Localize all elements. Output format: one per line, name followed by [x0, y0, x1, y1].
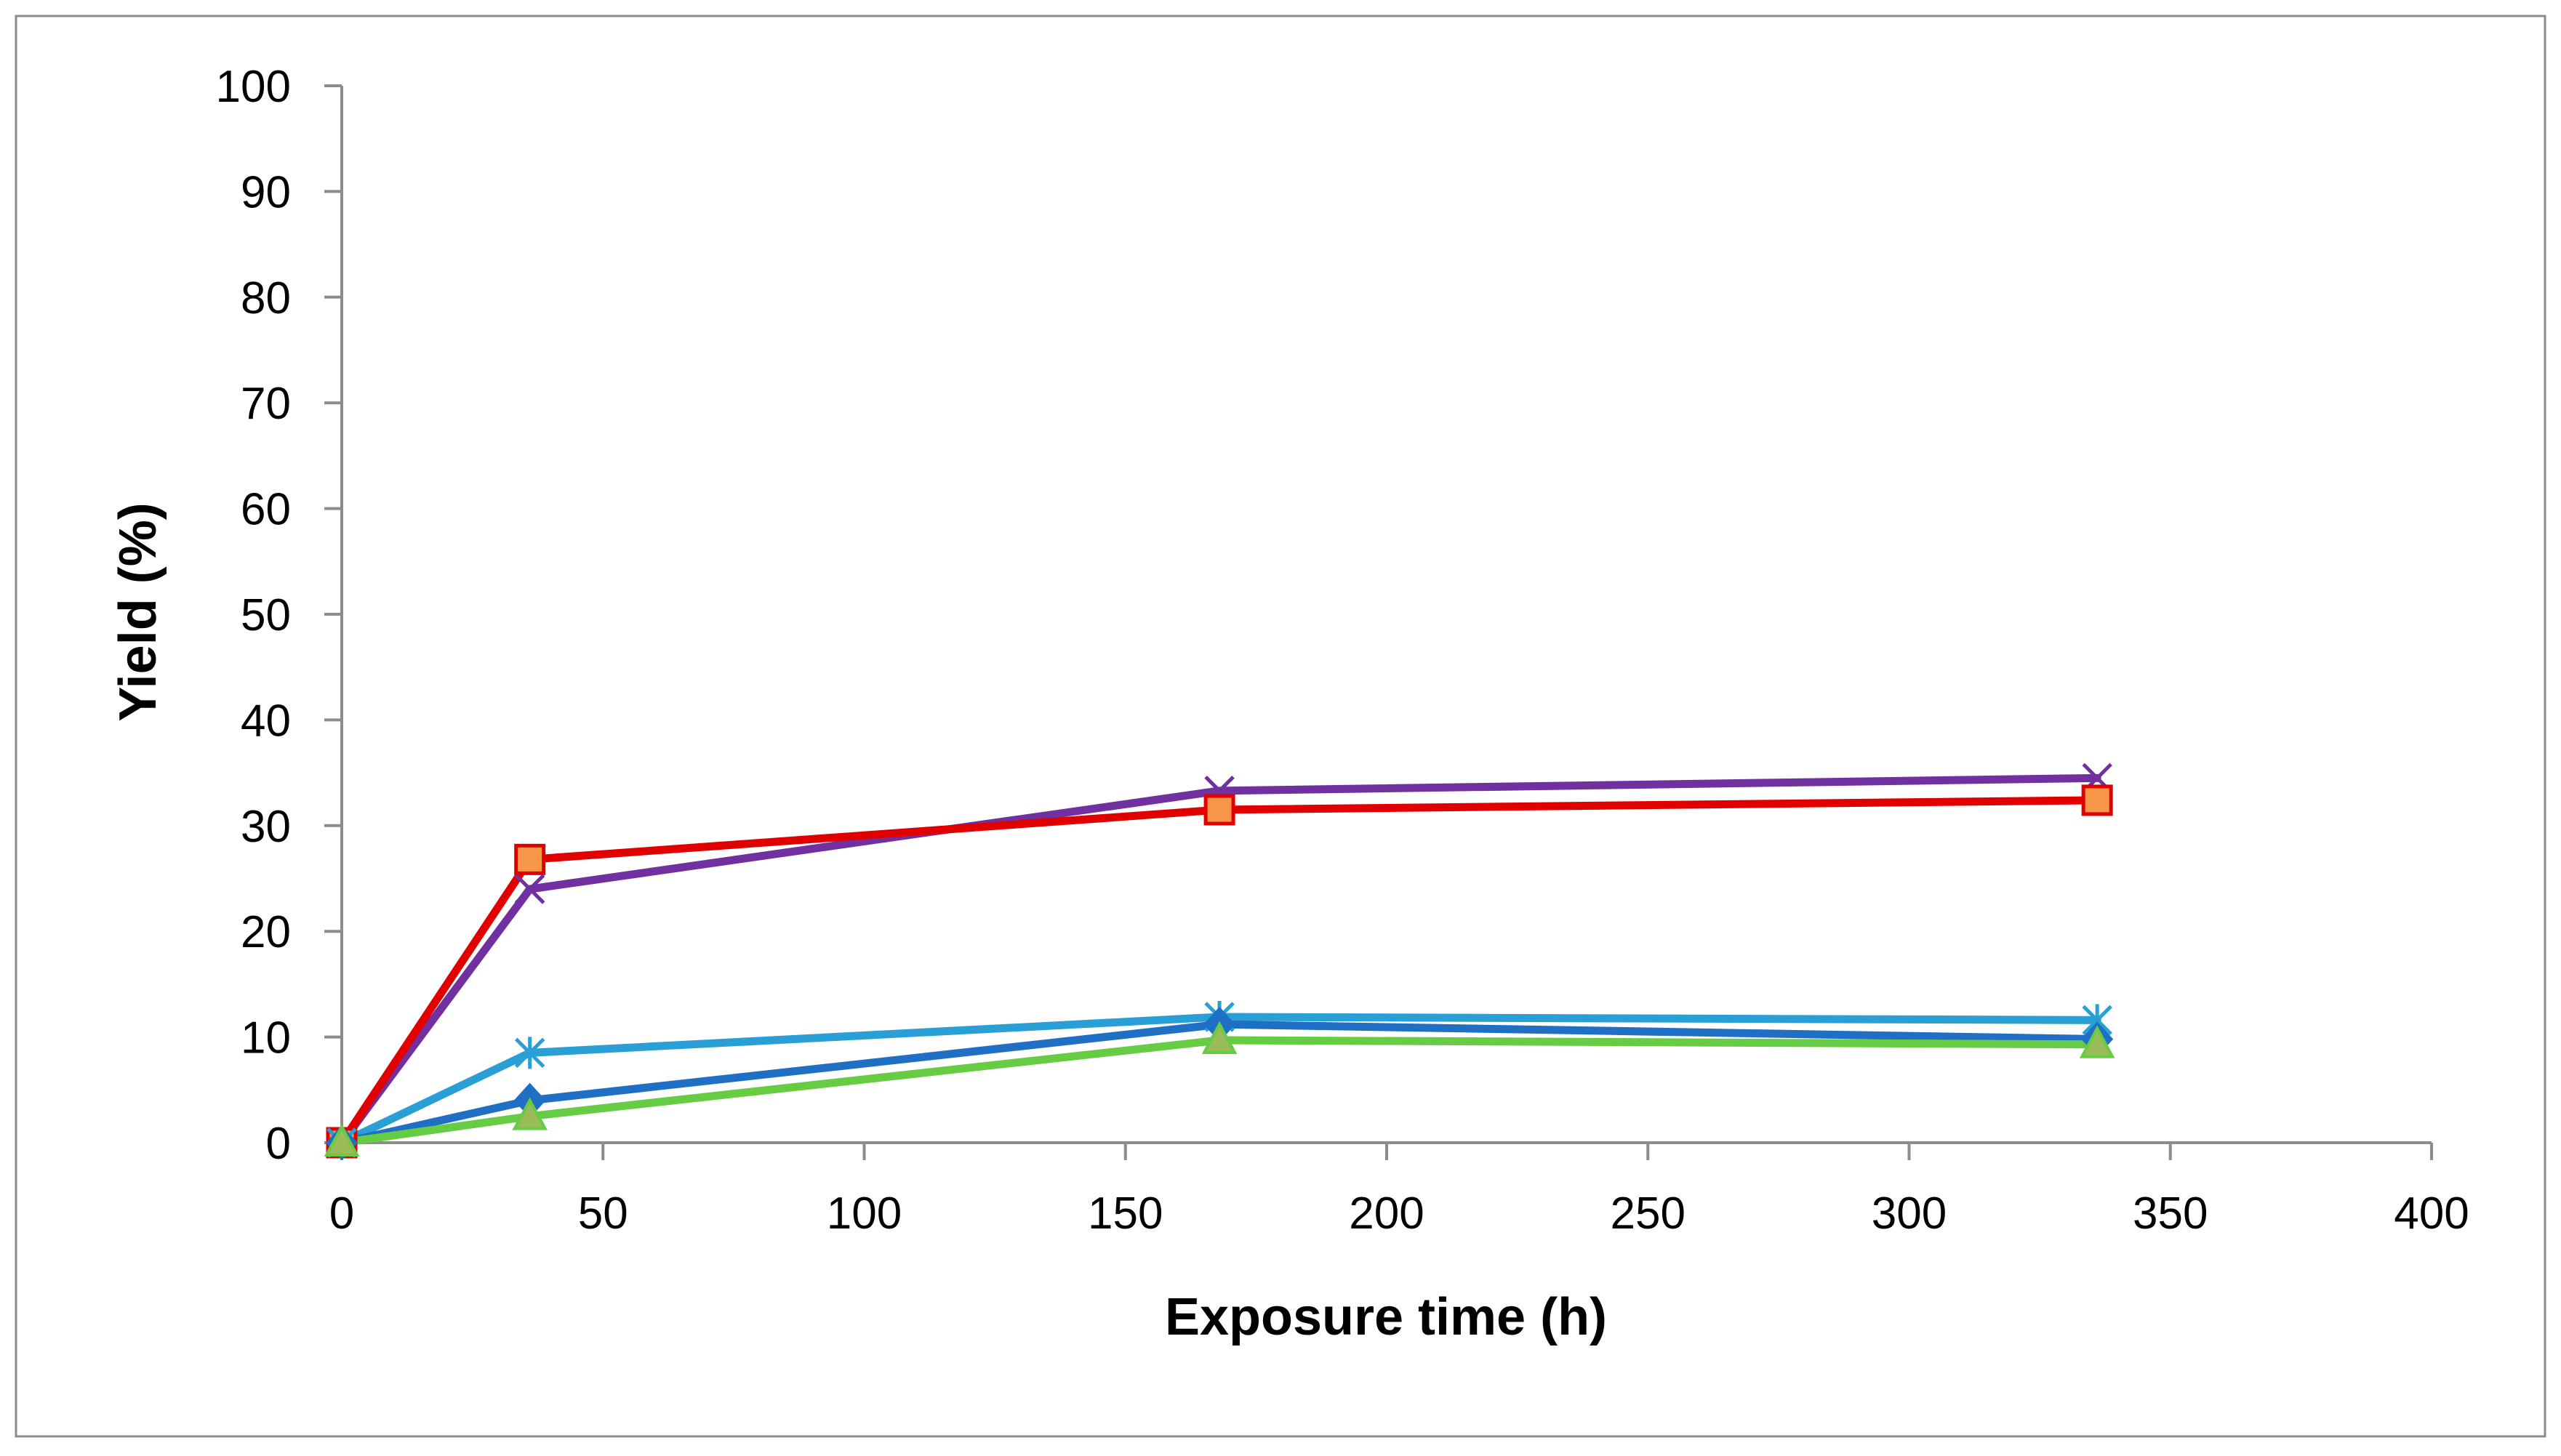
x-tick-label: 0 [329, 1188, 354, 1239]
y-axis-title: Yield (%) [109, 502, 167, 721]
data-point-purple [514, 874, 545, 904]
series-line-red [337, 796, 2101, 1147]
y-tick-label: 90 [241, 167, 291, 217]
x-tick-label: 350 [2133, 1188, 2208, 1239]
y-tick-label: 30 [241, 802, 291, 852]
y-tick-label: 100 [216, 62, 291, 112]
data-point-light-blue [514, 1037, 545, 1069]
x-tick-label: 150 [1088, 1188, 1163, 1239]
y-tick-label: 20 [241, 907, 291, 957]
x-tick-label: 400 [2394, 1188, 2469, 1239]
y-tick-label: 50 [241, 590, 291, 640]
data-point-red [1203, 794, 1235, 826]
x-tick-label: 50 [578, 1188, 628, 1239]
x-tick-label: 250 [1611, 1188, 1686, 1239]
series-line-dark-blue [337, 1020, 2101, 1147]
x-tick-label: 200 [1349, 1188, 1424, 1239]
series-line-green [337, 1036, 2101, 1147]
x-axis-title: Exposure time (h) [1165, 1288, 1607, 1346]
chart-border [15, 15, 2546, 1438]
series-layer [324, 763, 2115, 1161]
series-line-purple [337, 773, 2101, 1147]
y-tick-label: 80 [241, 273, 291, 323]
axes: 0 10 20 30 40 50 60 70 80 90 100 0 50 100 150 200 250 300… [216, 62, 2469, 1239]
data-point-green [512, 1097, 548, 1130]
y-tick-label: 10 [241, 1013, 291, 1063]
data-point-red [514, 843, 546, 875]
x-tick-label: 100 [827, 1188, 902, 1239]
y-tick-label: 70 [241, 379, 291, 429]
data-point-red [2081, 784, 2113, 816]
y-tick-label: 60 [241, 485, 291, 535]
data-point-green [2079, 1025, 2115, 1058]
series-line-light-blue [337, 1013, 2101, 1147]
x-tick-label: 300 [1872, 1188, 1947, 1239]
y-tick-label: 0 [266, 1119, 291, 1169]
data-point-green [324, 1123, 360, 1157]
data-point-green [1201, 1021, 1238, 1054]
y-tick-label: 40 [241, 696, 291, 746]
